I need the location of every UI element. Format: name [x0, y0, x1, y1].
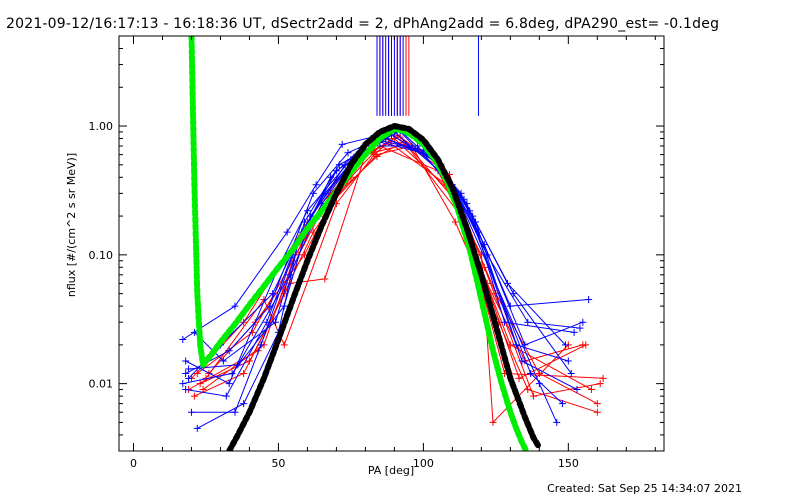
- created-timestamp: Created: Sat Sep 25 14:34:07 2021: [547, 482, 742, 495]
- red-data-point: [280, 341, 288, 349]
- red-data-point: [530, 392, 538, 400]
- blue-data-point: [219, 357, 227, 365]
- red-data-point: [593, 400, 601, 408]
- blue-data-point: [179, 380, 187, 388]
- red-data-point: [593, 408, 601, 416]
- blue-data-point: [231, 302, 239, 310]
- blue-data-point: [185, 365, 193, 373]
- x-tick-label: 50: [271, 457, 285, 470]
- red-series-line: [202, 141, 592, 390]
- x-axis-title: PA [deg]: [368, 464, 414, 477]
- blue-data-point: [564, 357, 572, 365]
- blue-data-point: [228, 369, 236, 377]
- blue-series-line: [185, 136, 566, 374]
- red-data-point: [588, 386, 596, 394]
- red-data-point: [193, 369, 201, 377]
- blue-data-point: [585, 296, 593, 304]
- blue-data-point: [231, 408, 239, 416]
- blue-data-point: [567, 369, 575, 377]
- blue-data-point: [559, 400, 567, 408]
- blue-data-point: [309, 189, 317, 197]
- blue-data-point: [503, 279, 511, 287]
- blue-data-point: [518, 357, 526, 365]
- blue-data-point: [570, 328, 578, 336]
- blue-data-point: [460, 195, 468, 203]
- red-data-point: [535, 369, 543, 377]
- blue-series-line: [182, 130, 578, 390]
- chart-title: 2021-09-12/16:17:13 - 16:18:36 UT, dSect…: [6, 16, 720, 32]
- red-data-point: [451, 218, 459, 226]
- red-data-point: [240, 369, 248, 377]
- blue-data-point: [222, 392, 230, 400]
- red-series-line: [205, 134, 586, 380]
- axes-layer: 0 50 100 150 0.01 0.10 1.00: [89, 35, 664, 470]
- blue-data-point: [344, 149, 352, 157]
- blue-data-point: [225, 347, 233, 355]
- blue-data-point: [483, 251, 491, 259]
- blue-data-point: [266, 302, 274, 310]
- y-tick-label: 0.10: [89, 249, 114, 262]
- blue-data-point: [561, 341, 569, 349]
- blue-data-point: [185, 374, 193, 382]
- red-series-line: [191, 136, 598, 405]
- blue-data-point: [312, 181, 320, 189]
- y-axis-title: nflux [#/(cm^2 s sr MeV)]: [65, 153, 78, 297]
- plot-frame: [118, 35, 665, 452]
- blue-data-point: [527, 369, 535, 377]
- y-tick-label: 1.00: [89, 120, 114, 133]
- red-data-point: [524, 386, 532, 394]
- red-data-point: [599, 374, 607, 382]
- blue-data-point: [182, 357, 190, 365]
- blue-data-point: [524, 318, 532, 326]
- blue-data-point: [579, 318, 587, 326]
- green-model-curve: [188, 36, 530, 451]
- blue-data-point: [501, 318, 509, 326]
- red-data-point: [321, 275, 329, 283]
- blue-data-point: [509, 290, 517, 298]
- red-data-point: [582, 341, 590, 349]
- blue-series-line: [185, 141, 569, 397]
- red-data-point: [489, 418, 497, 426]
- red-data-point: [515, 374, 523, 382]
- red-data-point: [190, 392, 198, 400]
- blue-data-point: [535, 380, 543, 388]
- blue-data-point: [240, 400, 248, 408]
- red-series-line: [208, 141, 601, 397]
- blue-data-point: [553, 418, 561, 426]
- red-series-line: [188, 145, 598, 413]
- blue-data-point: [193, 424, 201, 432]
- red-data-point: [596, 380, 604, 388]
- x-tick-label: 100: [413, 457, 434, 470]
- x-tick-label: 0: [130, 457, 137, 470]
- blue-data-point: [573, 386, 581, 394]
- data-layer: [179, 36, 607, 451]
- blue-data-point: [576, 324, 584, 332]
- blue-data-point: [179, 336, 187, 344]
- x-tick-label: 150: [558, 457, 579, 470]
- blue-data-point: [234, 361, 242, 369]
- blue-data-point: [332, 167, 340, 175]
- blue-data-point: [225, 380, 233, 388]
- blue-data-point: [272, 318, 280, 326]
- blue-data-point: [257, 341, 265, 349]
- blue-series-line: [188, 128, 580, 370]
- blue-data-point: [338, 140, 346, 148]
- red-data-point: [196, 380, 204, 388]
- blue-data-point: [187, 408, 195, 416]
- y-tick-label: 0.01: [89, 378, 114, 391]
- red-data-point: [245, 357, 253, 365]
- black-model-curve: [226, 123, 543, 451]
- blue-data-point: [414, 142, 422, 150]
- red-series-line: [197, 137, 583, 374]
- blue-data-point: [182, 369, 190, 377]
- blue-data-point: [283, 228, 291, 236]
- blue-data-point: [182, 386, 190, 394]
- red-data-point: [373, 153, 381, 161]
- blue-data-point: [280, 302, 288, 310]
